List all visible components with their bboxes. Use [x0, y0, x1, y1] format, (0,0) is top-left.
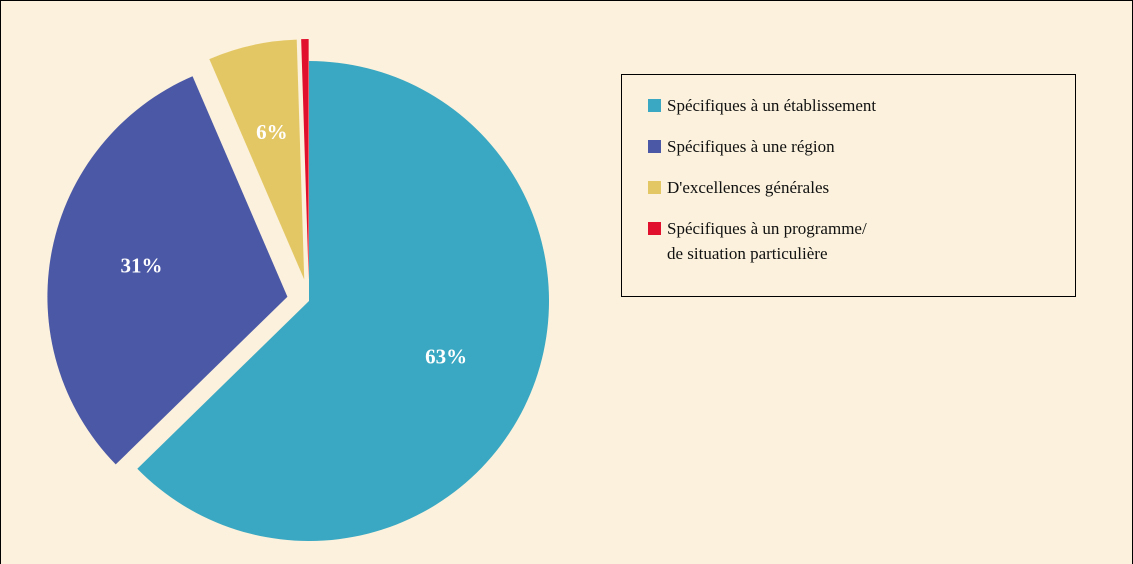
pie-slice	[301, 39, 309, 280]
legend-swatch	[648, 222, 661, 235]
legend-label: Spécifiques à une région	[667, 137, 835, 156]
legend-swatch	[648, 99, 661, 112]
legend-item: Spécifiques à une région	[648, 134, 1075, 159]
legend: Spécifiques à un établissement Spécifique…	[621, 74, 1076, 297]
pie-slice	[137, 61, 550, 541]
data-label: 63%	[425, 345, 467, 369]
legend-item: Spécifiques à un programme/ de situation…	[648, 216, 1075, 266]
legend-label: Spécifiques à un établissement	[667, 96, 877, 115]
legend-item: D'excellences générales	[648, 175, 1075, 200]
legend-label: D'excellences générales	[667, 178, 830, 197]
data-label: 31%	[120, 254, 162, 278]
legend-item: Spécifiques à un établissement	[648, 93, 1075, 118]
pie-slice	[47, 76, 288, 465]
data-label: 6%	[256, 120, 288, 144]
pie-slice	[209, 39, 305, 280]
legend-swatch	[648, 181, 661, 194]
legend-swatch	[648, 140, 661, 153]
legend-label: Spécifiques à un programme/ de situation…	[667, 219, 867, 263]
